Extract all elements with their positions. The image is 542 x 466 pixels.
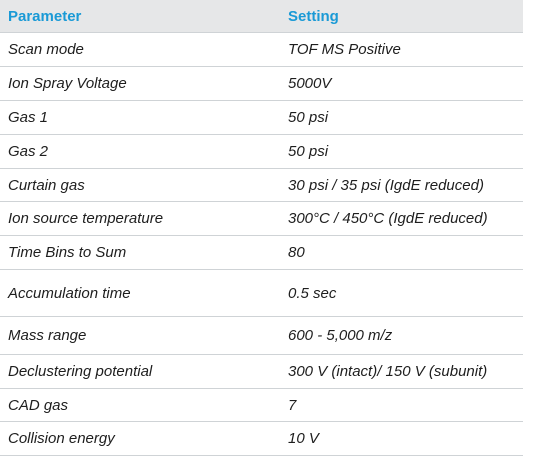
table-row: Ion source temperature 300°C / 450°C (Ig…: [0, 202, 523, 236]
row-parameter: Accumulation time: [8, 284, 131, 302]
table-header: Parameter Setting: [0, 0, 523, 33]
row-setting: 5000V: [288, 75, 332, 92]
row-setting: 7: [288, 396, 297, 414]
row-parameter: Time Bins to Sum: [8, 244, 127, 261]
row-setting: 300°C / 450°C (IgdE reduced): [288, 210, 488, 227]
table-row: Gas 1 50 psi: [0, 101, 523, 135]
row-parameter: Declustering potential: [8, 363, 153, 380]
table-row: Scan mode TOF MS Positive: [0, 33, 523, 67]
row-setting: 0.5 sec: [288, 284, 337, 302]
header-parameter: Parameter: [8, 7, 82, 25]
row-setting: 50 psi: [288, 143, 329, 160]
row-setting: 600 - 5,000 m/z: [288, 327, 393, 344]
row-parameter: Ion source temperature: [8, 210, 164, 227]
row-parameter: Ion Spray Voltage: [8, 75, 127, 92]
table-row: Curtain gas 30 psi / 35 psi (IgdE reduce…: [0, 169, 523, 202]
row-setting: TOF MS Positive: [288, 41, 401, 58]
row-setting: 10 V: [288, 430, 319, 447]
row-setting: 80: [288, 244, 305, 261]
table-row: Ion Spray Voltage 5000V: [0, 67, 523, 101]
row-parameter: Mass range: [8, 327, 87, 344]
header-setting: Setting: [288, 7, 339, 25]
row-parameter: Gas 1: [8, 109, 49, 126]
row-parameter: CAD gas: [8, 396, 69, 414]
row-parameter: Scan mode: [8, 41, 84, 58]
row-setting: 300 V (intact)/ 150 V (subunit): [288, 363, 488, 380]
row-parameter: Collision energy: [8, 430, 115, 447]
row-setting: 30 psi / 35 psi (IgdE reduced): [288, 176, 484, 194]
row-parameter: Gas 2: [8, 143, 49, 160]
table-row: Declustering potential 300 V (intact)/ 1…: [0, 355, 523, 389]
table-row: CAD gas 7: [0, 389, 523, 422]
table-row: Time Bins to Sum 80: [0, 236, 523, 270]
table-row: Collision energy 10 V: [0, 422, 523, 456]
table-row: Accumulation time 0.5 sec: [0, 270, 523, 317]
table-row: Gas 2 50 psi: [0, 135, 523, 169]
parameter-settings-table: Parameter Setting Scan mode TOF MS Posit…: [0, 0, 523, 456]
table-row: Mass range 600 - 5,000 m/z: [0, 317, 523, 355]
row-setting: 50 psi: [288, 109, 329, 126]
row-parameter: Curtain gas: [8, 176, 85, 194]
